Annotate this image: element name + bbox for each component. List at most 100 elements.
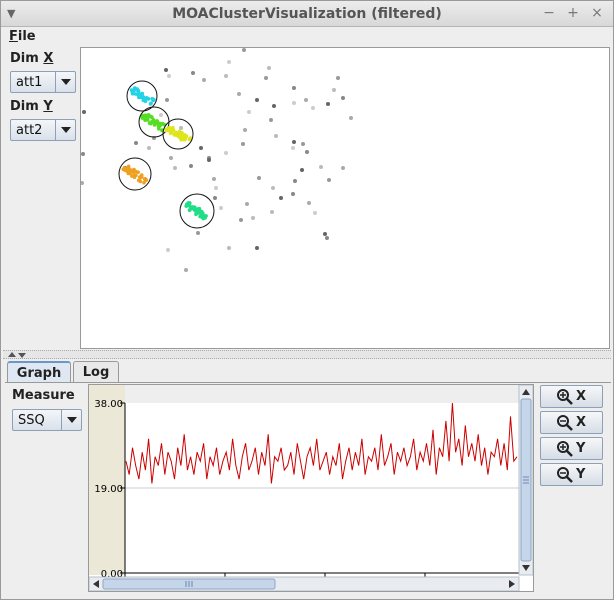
data-point <box>147 146 151 150</box>
measure-label: Measure <box>12 388 75 403</box>
data-point <box>179 126 183 130</box>
data-point <box>341 166 345 170</box>
data-point <box>292 101 296 105</box>
data-point <box>291 146 295 150</box>
cluster-point <box>150 115 154 120</box>
cluster-boundary <box>126 80 158 112</box>
measure-select[interactable]: SSQ <box>12 409 82 431</box>
cluster-point <box>184 204 189 208</box>
data-point <box>134 141 138 145</box>
tab-content <box>5 382 611 596</box>
cluster-point <box>140 116 145 120</box>
data-point <box>293 179 297 183</box>
data-point <box>243 128 247 132</box>
minimize-icon[interactable]: − <box>543 5 555 21</box>
window-menu-icon[interactable]: ▼ <box>7 7 16 20</box>
x-tick-marks <box>124 573 426 577</box>
cluster-point <box>197 206 202 211</box>
chevron-down-icon[interactable] <box>55 120 75 140</box>
zoom-out-icon <box>557 415 573 431</box>
scroll-down-icon[interactable] <box>522 565 530 571</box>
chevron-down-icon[interactable] <box>55 72 75 92</box>
cluster-point <box>169 130 174 135</box>
cluster-point <box>179 135 183 139</box>
cluster-point <box>192 208 197 212</box>
data-point <box>239 218 243 222</box>
data-point <box>213 196 217 200</box>
cluster <box>162 118 194 150</box>
scroll-left-icon[interactable] <box>93 580 99 588</box>
data-point <box>349 116 353 120</box>
data-point <box>237 92 241 96</box>
cluster-point <box>146 118 150 122</box>
scroll-up-icon[interactable] <box>522 389 530 395</box>
cluster-point <box>143 118 147 122</box>
data-point <box>224 151 228 155</box>
graph-scroll-panel[interactable]: 38.00 19.00 0.00 <box>88 384 534 592</box>
cluster-point <box>146 97 150 101</box>
data-point <box>255 246 259 250</box>
cluster-point <box>183 137 188 141</box>
data-point <box>189 164 193 168</box>
zoom-out-x-button[interactable]: X <box>540 411 603 434</box>
data-point <box>327 178 331 182</box>
data-point <box>202 78 206 82</box>
data-point <box>264 76 268 80</box>
split-pane-divider[interactable] <box>3 350 611 359</box>
cluster-visualization-panel[interactable] <box>80 47 610 349</box>
arrow-up-icon[interactable] <box>8 352 16 357</box>
data-point <box>81 152 85 156</box>
zoom-in-x-button[interactable]: X <box>540 385 603 408</box>
cluster-point <box>142 180 146 185</box>
data-point <box>279 196 283 200</box>
dim-x-select[interactable]: att1 <box>10 71 76 93</box>
data-point <box>251 216 255 220</box>
data-point <box>319 165 323 169</box>
close-icon[interactable]: × <box>591 5 603 21</box>
cluster-point <box>142 177 147 181</box>
maximize-icon[interactable]: + <box>567 5 579 21</box>
cluster-point <box>149 101 153 105</box>
cluster-point <box>188 136 193 140</box>
cluster-point <box>133 86 137 90</box>
zoom-out-y-label: Y <box>576 467 586 482</box>
zoom-in-y-label: Y <box>576 441 586 456</box>
data-point <box>184 268 188 272</box>
dim-x-value: att1 <box>16 75 43 90</box>
data-point <box>313 211 317 215</box>
cluster <box>126 80 158 112</box>
cluster <box>179 193 215 229</box>
menu-bar: File <box>1 27 613 47</box>
zoom-in-y-button[interactable]: Y <box>540 437 603 460</box>
arrow-down-icon[interactable] <box>18 353 26 358</box>
menu-file[interactable]: File <box>9 29 36 44</box>
dimension-panel: Dim X att1 Dim Y att2 <box>5 47 79 349</box>
data-point <box>274 134 278 138</box>
tab-graph[interactable]: Graph <box>7 361 71 383</box>
y-tick-label: 19.00 <box>94 484 123 495</box>
data-point <box>164 68 168 72</box>
y-tick-label: 38.00 <box>94 399 123 410</box>
data-point <box>247 110 251 114</box>
data-point <box>191 71 195 75</box>
cluster-point <box>139 175 144 179</box>
dim-y-select[interactable]: att2 <box>10 119 76 141</box>
cluster-point <box>199 212 203 217</box>
zoom-out-y-button[interactable]: Y <box>540 463 603 486</box>
cluster-point <box>129 169 134 174</box>
tab-log[interactable]: Log <box>73 361 119 383</box>
cluster <box>118 157 152 191</box>
y-axis-gutter <box>89 385 125 575</box>
window-title: MOAClusterVisualization (filtered) <box>172 6 442 22</box>
cluster-scatter-plot <box>80 48 353 272</box>
zoom-out-x-label: X <box>576 415 587 430</box>
cluster <box>138 106 170 138</box>
cluster-point <box>129 88 134 92</box>
data-point <box>82 110 86 114</box>
scroll-right-icon[interactable] <box>509 580 515 588</box>
chevron-down-icon[interactable] <box>61 410 81 430</box>
cluster-point <box>126 164 131 169</box>
data-point <box>214 186 218 190</box>
cluster-point <box>176 132 181 137</box>
data-point <box>305 150 309 154</box>
